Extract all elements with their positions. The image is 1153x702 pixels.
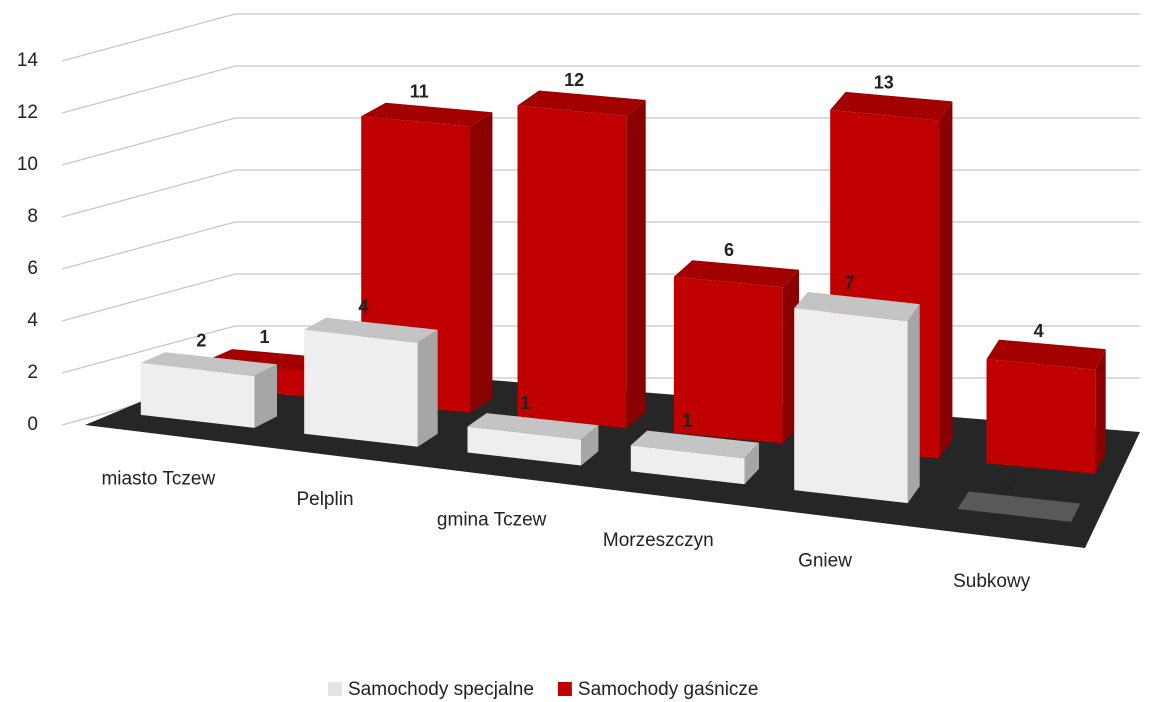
bar-side — [626, 100, 646, 429]
bar-top — [517, 90, 646, 117]
bar-front — [140, 362, 255, 428]
bar-side — [470, 112, 493, 413]
bar-side — [744, 442, 759, 485]
grid-line — [61, 65, 1140, 114]
x-tick-label: gmina Tczew — [437, 509, 547, 530]
y-tick-label: 4 — [27, 310, 38, 331]
bar-front — [794, 308, 908, 504]
bar-top — [304, 317, 438, 343]
y-tick-label: 10 — [17, 154, 38, 175]
bar-front — [986, 359, 1096, 474]
y-tick-label: 14 — [17, 50, 39, 71]
value-label: 1 — [682, 411, 692, 431]
legend-swatch — [557, 682, 572, 696]
bar-top — [630, 430, 759, 459]
y-tick-label: 6 — [27, 258, 38, 279]
bar-top — [957, 491, 1081, 522]
bar-top — [673, 260, 799, 288]
x-tick-label: Subkowy — [953, 571, 1031, 592]
value-label: 4 — [1034, 321, 1044, 341]
value-label: 4 — [358, 297, 368, 317]
y-tick-label: 2 — [27, 362, 38, 383]
legend-label: Samochody specjalne — [348, 679, 534, 700]
bar-side — [939, 101, 953, 459]
bar-front — [673, 276, 783, 444]
grid-line — [61, 13, 1140, 62]
value-label: 2 — [196, 331, 206, 351]
x-tick-label: Pelplin — [296, 489, 353, 510]
x-tick-label: miasto Tczew — [101, 468, 215, 489]
bar-side — [1095, 349, 1106, 474]
bar-front — [304, 329, 418, 447]
x-tick-label: Gniew — [798, 550, 852, 571]
bar-front — [467, 426, 582, 466]
bar-front — [517, 105, 627, 429]
y-tick-label: 8 — [27, 206, 38, 227]
bar-top — [467, 413, 599, 440]
bar-front — [630, 445, 745, 485]
bar-side — [581, 425, 599, 466]
value-label: 1 — [520, 393, 530, 413]
value-label: 0 — [1006, 473, 1016, 493]
value-label: 13 — [874, 73, 894, 93]
y-tick-label: 12 — [17, 102, 38, 123]
bar-side — [907, 304, 920, 504]
bar-side — [417, 329, 438, 447]
bar-top — [794, 292, 920, 322]
value-label: 11 — [410, 81, 429, 101]
bar-side — [254, 364, 277, 428]
value-label: 12 — [564, 70, 584, 90]
bar-top — [140, 352, 277, 376]
value-label: 1 — [259, 327, 269, 347]
x-tick-label: Morzeszczyn — [603, 530, 714, 551]
bar-top — [986, 339, 1106, 370]
legend-label: Samochody gaśnicze — [578, 679, 759, 700]
legend-swatch — [328, 682, 342, 696]
bar-top — [830, 91, 953, 121]
value-label: 7 — [844, 273, 854, 293]
value-label: 6 — [724, 240, 734, 260]
bar-top — [361, 102, 493, 127]
y-tick-label: 0 — [27, 414, 38, 435]
